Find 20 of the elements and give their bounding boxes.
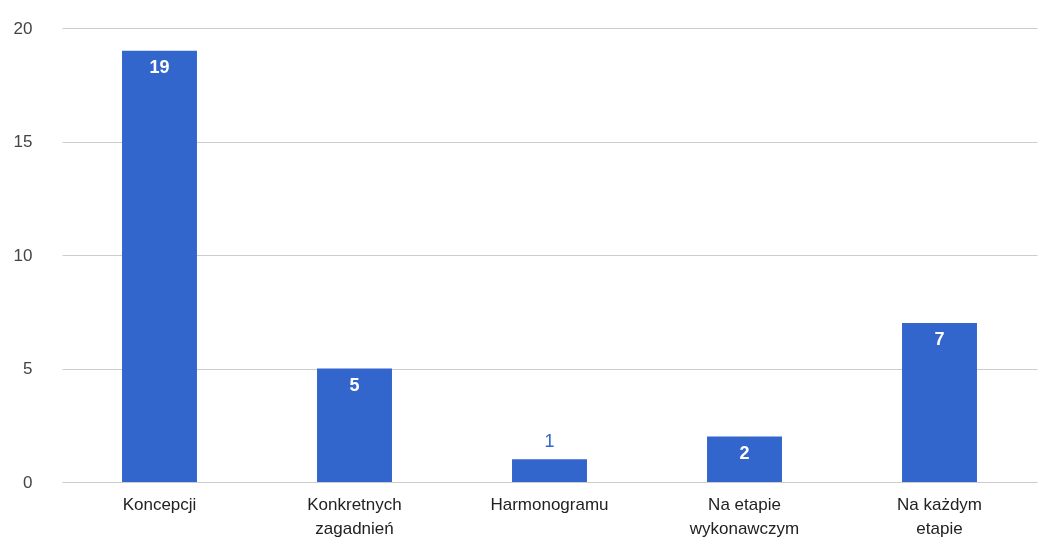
x-tick-label: Koncepcji — [122, 494, 197, 514]
y-tick-label: 15 — [13, 132, 33, 151]
data-label: 2 — [739, 442, 750, 463]
bar — [512, 459, 587, 482]
y-tick-label: 5 — [23, 359, 33, 378]
bar — [707, 436, 782, 482]
y-tick-label: 10 — [13, 245, 33, 265]
data-label: 19 — [149, 56, 170, 77]
bar — [122, 50, 197, 482]
data-label: 7 — [934, 329, 945, 350]
bar — [317, 368, 392, 482]
x-tick-label: Na etapie wykonawczym — [688, 494, 800, 538]
data-label: 5 — [349, 374, 360, 395]
y-tick-label: 0 — [23, 472, 33, 492]
data-label: 1 — [544, 431, 555, 452]
x-tick-label: Harmonogramu — [490, 494, 609, 514]
x-tick-label: Konkretnych zagadnień — [307, 494, 402, 538]
x-tick-label: Na każdym etapie — [896, 494, 983, 538]
bar — [902, 323, 977, 482]
y-tick-label: 20 — [13, 18, 33, 38]
